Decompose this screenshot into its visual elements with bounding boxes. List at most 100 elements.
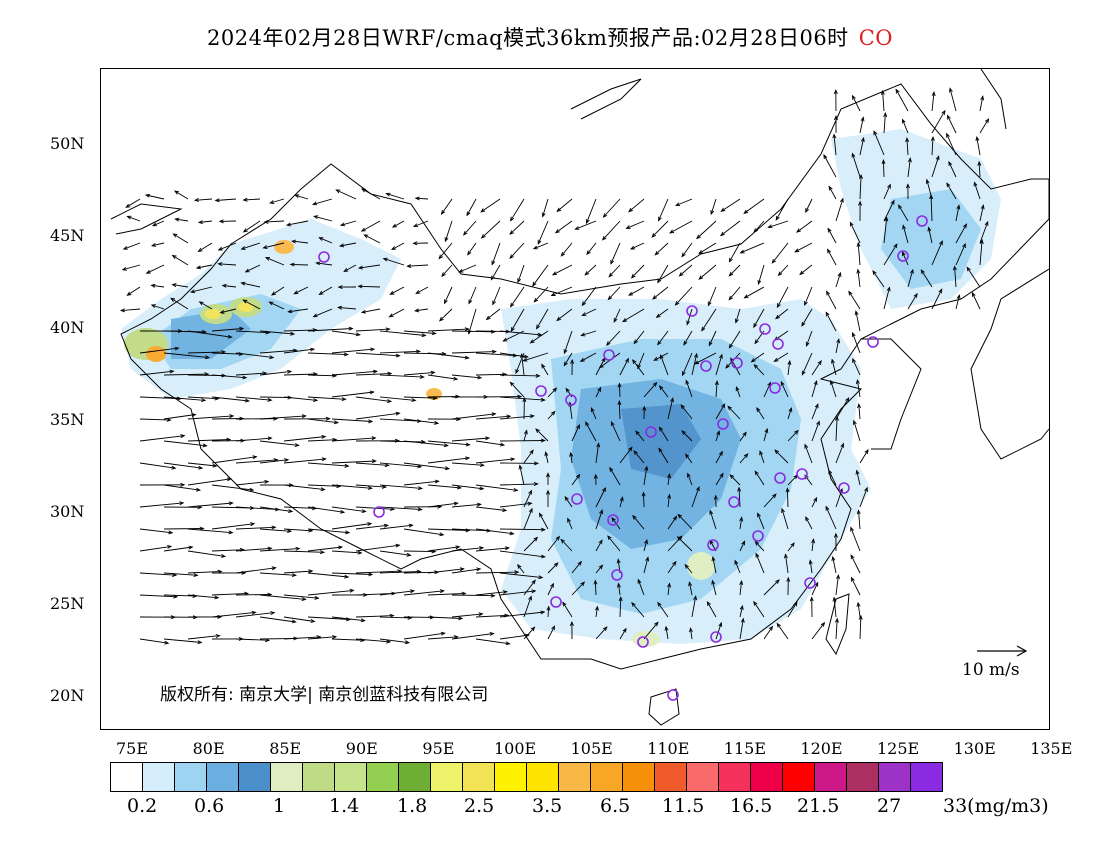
wind-arrow-head — [384, 463, 390, 468]
wind-arrow — [547, 625, 555, 640]
wind-arrow — [563, 352, 573, 366]
wind-arrow-head — [694, 352, 698, 358]
wind-arrow-head — [949, 87, 953, 93]
wind-arrow-head — [284, 458, 290, 462]
wind-arrow-head — [651, 233, 657, 238]
wind-arrow — [391, 242, 405, 250]
wind-arrow-head — [214, 595, 220, 600]
wind-arrow — [835, 397, 850, 420]
wind-arrow-head — [829, 379, 834, 385]
wind-arrow — [403, 590, 444, 596]
wind-arrow — [510, 286, 525, 307]
wind-arrow — [690, 628, 693, 640]
wind-arrow — [685, 380, 693, 398]
wind-arrow — [739, 453, 749, 464]
wind-arrow — [355, 352, 400, 357]
wind-arrow-head — [826, 290, 830, 296]
wind-arrow — [787, 602, 798, 618]
wind-arrow-head — [464, 327, 470, 332]
wind-arrow-head — [490, 329, 496, 334]
wind-arrow-head — [476, 502, 482, 507]
wind-arrow — [336, 189, 357, 200]
wind-arrow-head — [465, 456, 471, 461]
wind-arrow-head — [287, 369, 293, 374]
wind-arrow-head — [535, 373, 541, 378]
wind-arrow-head — [616, 582, 621, 588]
wind-arrow-head — [586, 250, 591, 256]
wind-arrow — [595, 387, 602, 398]
wind-arrow — [235, 396, 272, 401]
west-coast — [110, 203, 183, 235]
wind-arrow-head — [360, 227, 366, 232]
wind-arrow — [619, 597, 622, 618]
wind-arrow — [709, 510, 717, 530]
wind-arrow — [931, 110, 946, 134]
wind-arrow — [486, 308, 501, 320]
wind-arrow — [235, 459, 278, 464]
wind-arrow-head — [584, 271, 590, 276]
wind-arrow-head — [144, 193, 150, 198]
wind-arrow — [492, 286, 501, 305]
wind-arrow-head — [523, 354, 529, 359]
wind-arrow — [759, 451, 765, 464]
wind-arrow-head — [768, 625, 774, 631]
wind-arrow-head — [860, 116, 865, 122]
wind-arrow — [635, 430, 645, 442]
wind-arrow-head — [585, 219, 590, 225]
wind-arrow — [685, 454, 693, 464]
wind-arrow — [503, 330, 525, 342]
wind-arrow-head — [523, 429, 528, 435]
wind-arrow — [979, 205, 984, 222]
wind-arrow — [523, 626, 535, 640]
wind-arrow-head — [655, 313, 661, 318]
wind-arrow — [728, 286, 741, 300]
wind-arrow-head — [409, 589, 416, 594]
wind-arrow — [295, 194, 309, 200]
wind-arrow — [688, 582, 693, 596]
wind-arrow-head — [479, 546, 485, 551]
wind-arrow-head — [628, 291, 634, 296]
wind-arrow-head — [293, 290, 299, 295]
wind-arrow-head — [883, 112, 888, 118]
very-high-co-region — [621, 404, 701, 479]
wind-arrow — [920, 269, 933, 288]
wind-arrow — [163, 484, 200, 491]
wind-arrow — [427, 616, 463, 619]
wind-arrow — [715, 451, 723, 464]
wind-arrow — [539, 513, 549, 530]
wind-arrow — [427, 528, 470, 531]
wind-arrow — [831, 359, 837, 376]
wind-arrow — [413, 220, 429, 227]
wind-arrow — [187, 462, 217, 467]
wind-arrow — [931, 137, 934, 156]
wind-arrow — [787, 474, 798, 486]
wind-arrow — [979, 221, 989, 244]
wind-arrow-head — [605, 341, 611, 346]
wind-arrow-head — [270, 611, 276, 615]
wind-arrow-head — [197, 220, 203, 225]
ref-arrow — [977, 645, 1028, 657]
wind-arrow-head — [777, 271, 783, 277]
wind-arrow-head — [215, 634, 221, 638]
wind-arrow-head — [551, 625, 556, 631]
wind-arrow — [163, 462, 203, 469]
wind-arrow — [895, 89, 909, 112]
wind-arrow — [786, 488, 789, 508]
wind-arrow — [307, 484, 341, 487]
wind-arrow-head — [417, 507, 423, 512]
colorbar-swatch — [878, 762, 911, 792]
wind-arrow-head — [714, 380, 719, 386]
wind-arrow — [307, 352, 348, 356]
wind-arrow-head — [850, 526, 854, 532]
wind-arrow — [199, 301, 213, 310]
wind-arrow — [665, 626, 669, 640]
wind-arrow-head — [218, 219, 224, 224]
wind-arrow — [307, 589, 354, 596]
wind-arrow-head — [794, 248, 800, 253]
wind-arrow-head — [167, 544, 173, 549]
wind-arrow-head — [404, 640, 411, 645]
wind-arrow-head — [267, 436, 273, 441]
wind-arrow-head — [599, 509, 603, 515]
wind-arrow-head — [780, 380, 785, 386]
station-marker — [686, 305, 698, 317]
